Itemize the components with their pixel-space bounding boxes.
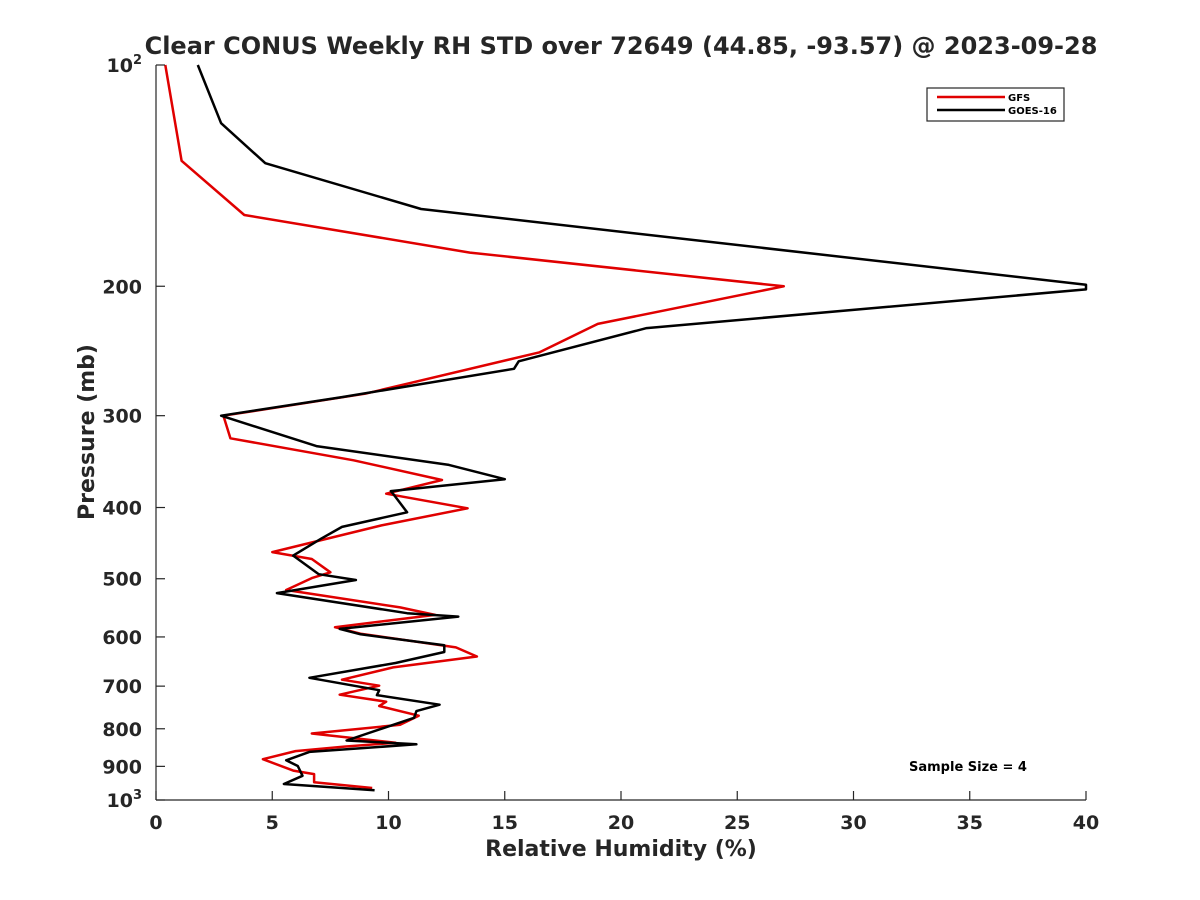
x-tick-label: 0	[149, 812, 162, 834]
y-tick-label: 600	[102, 627, 142, 649]
y-tick-label: 200	[102, 276, 142, 298]
x-tick-label: 15	[492, 812, 518, 834]
ticks-layer: 0 5 10 15 20 25 30 35 40 102 200 300 400 500 600 700 800…	[102, 53, 1099, 834]
x-tick-label: 40	[1073, 812, 1099, 834]
legend-label-goes16: GOES-16	[1008, 106, 1057, 117]
x-axis-label: Relative Humidity (%)	[485, 837, 757, 862]
y-tick-label: 700	[102, 676, 142, 698]
x-tick-label: 30	[840, 812, 866, 834]
x-tick-label: 5	[266, 812, 279, 834]
chart-title: Clear CONUS Weekly RH STD over 72649 (44…	[145, 32, 1098, 60]
y-tick-label: 400	[102, 498, 142, 520]
y-tick-label: 102	[107, 53, 143, 77]
y-tick-label: 900	[102, 756, 142, 778]
x-tick-label: 20	[608, 812, 634, 834]
series-line-goes16	[196, 64, 1088, 792]
y-tick-label: 103	[107, 788, 143, 812]
series-layer	[164, 64, 1088, 792]
y-tick-label: 300	[102, 406, 142, 428]
x-tick-label: 10	[375, 812, 401, 834]
legend: GFS GOES-16	[926, 87, 1065, 122]
plot-area	[156, 65, 1086, 800]
x-tick-label: 25	[724, 812, 750, 834]
y-tick-label: 800	[102, 719, 142, 741]
y-axis-label: Pressure (mb)	[75, 344, 100, 520]
sample-size-annotation: Sample Size = 4	[909, 760, 1027, 775]
y-tick-label: 500	[102, 569, 142, 591]
x-tick-label: 35	[957, 812, 983, 834]
legend-label-gfs: GFS	[1008, 93, 1030, 104]
legend-box	[926, 87, 1065, 122]
